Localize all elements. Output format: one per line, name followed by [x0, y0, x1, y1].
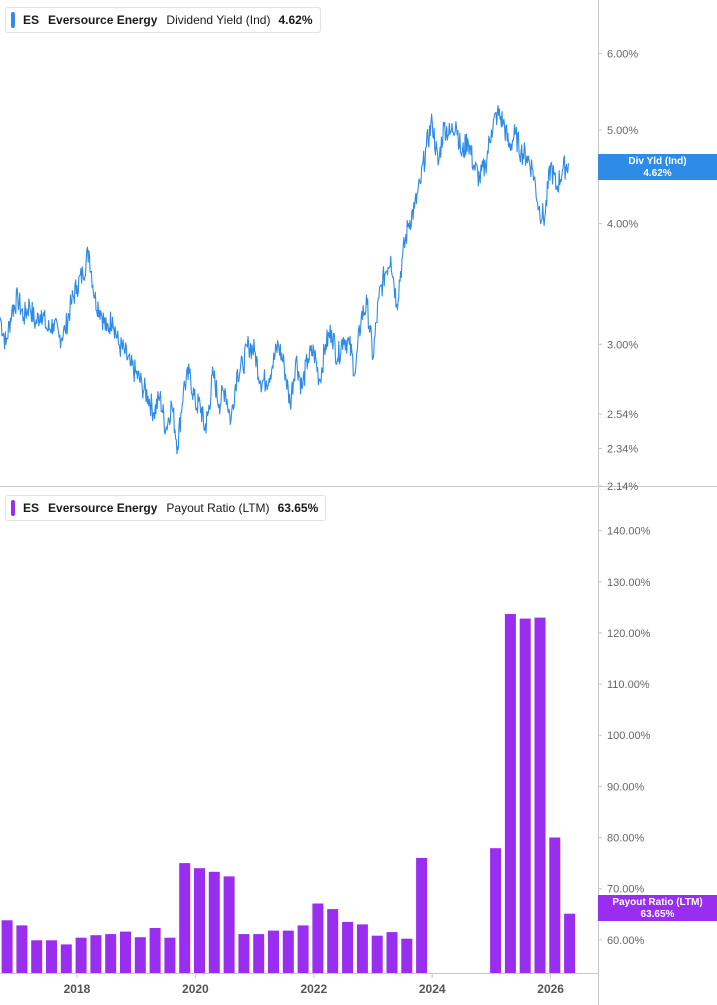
x-tick-label: 2022: [300, 982, 327, 996]
payout-ratio-bar: [208, 871, 220, 973]
payout-ratio-bar: [564, 913, 576, 973]
payout-ratio-bar: [46, 940, 57, 973]
y-tick-label: 90.00%: [607, 781, 645, 793]
payout-ratio-bar: [356, 924, 368, 973]
payout-ratio-legend: ES Eversource Energy Payout Ratio (LTM) …: [5, 495, 327, 521]
payout-ratio-bar: [416, 857, 428, 973]
payout-ratio-bar: [31, 940, 43, 973]
payout-ratio-bar: [164, 937, 176, 973]
legend-metric: Dividend Yield (Ind): [166, 13, 271, 27]
y-tick-label: 3.00%: [607, 339, 638, 351]
payout-ratio-bar: [75, 937, 87, 973]
legend-value: 63.65%: [277, 501, 319, 515]
payout-ratio-bar: [386, 932, 398, 973]
payout-ratio-bar: [342, 921, 354, 973]
div-yield-current-tag: Div Yld (Ind) 4.62%: [598, 154, 717, 180]
div-yield-tag-label: Div Yld (Ind): [628, 156, 687, 167]
payout-ratio-bar: [149, 928, 161, 973]
dividend-yield-plot: [0, 105, 569, 455]
payout-ratio-legend-swatch: [11, 500, 15, 516]
payout-ratio-bar: [253, 934, 265, 973]
div-yield-tag-value: 4.62%: [643, 168, 672, 179]
payout-ratio-bar: [134, 937, 146, 973]
payout-ratio-current-tag: Payout Ratio (LTM) 63.65%: [598, 895, 717, 921]
legend-company: Eversource Energy: [48, 501, 158, 515]
payout-ratio-bar: [282, 930, 294, 973]
payout-ratio-bar: [105, 934, 117, 973]
y-tick-label: 120.00%: [607, 628, 651, 640]
payout-ratio-bar: [401, 938, 413, 973]
legend-ticker: ES: [23, 13, 40, 27]
payout-ratio-bar: [534, 617, 546, 973]
payout-ratio-bar: [297, 925, 309, 973]
legend-value: 4.62%: [278, 13, 313, 27]
payout-ratio-bar: [179, 863, 191, 973]
payout-ratio-bar: [371, 935, 383, 973]
y-tick-label: 70.00%: [607, 884, 645, 896]
y-tick-label: 6.00%: [607, 49, 638, 61]
payout-ratio-bar: [519, 618, 531, 973]
x-tick-label: 2026: [537, 982, 564, 996]
payout-ratio-bar: [60, 944, 72, 973]
x-tick-label: 2020: [182, 982, 209, 996]
y-tick-label: 140.00%: [607, 526, 651, 538]
payout-ratio-bar: [490, 848, 502, 973]
payout-ratio-bar: [312, 903, 324, 973]
payout-ratio-bar: [504, 614, 516, 973]
y-tick-label: 4.00%: [607, 219, 638, 231]
payout-ratio-bar: [327, 909, 339, 973]
payout-ratio-plot: [1, 614, 576, 973]
x-tick-label: 2018: [64, 982, 91, 996]
payout-ratio-bar: [549, 837, 561, 973]
y-tick-label: 2.34%: [607, 444, 638, 456]
y-tick-label: 100.00%: [607, 730, 651, 742]
payout-ratio-bar: [223, 876, 235, 973]
y-tick-label: 2.54%: [607, 409, 638, 421]
legend-ticker: ES: [23, 501, 40, 515]
y-tick-label: 2.14%: [607, 481, 638, 493]
payout-ratio-bar: [120, 931, 131, 973]
payout-ratio-bar: [238, 934, 250, 973]
payout-ratio-bar: [1, 920, 13, 973]
payout-ratio-tag-value: 63.65%: [640, 909, 675, 920]
payout-ratio-bar: [268, 930, 279, 973]
y-tick-label: 110.00%: [607, 679, 650, 691]
legend-company: Eversource Energy: [48, 13, 158, 27]
dividend-yield-legend: ES Eversource Energy Dividend Yield (Ind…: [5, 7, 321, 33]
dividend-yield-legend-swatch: [11, 12, 15, 28]
legend-metric: Payout Ratio (LTM): [166, 501, 270, 515]
y-tick-label: 130.00%: [607, 577, 651, 589]
payout-ratio-tag-label: Payout Ratio (LTM): [612, 897, 703, 908]
dividend-yield-line: [0, 105, 569, 455]
x-tick-label: 2024: [419, 982, 446, 996]
y-tick-label: 80.00%: [607, 832, 645, 844]
payout-ratio-bar: [16, 925, 28, 973]
y-tick-label: 60.00%: [607, 935, 645, 947]
y-tick-label: 5.00%: [607, 125, 638, 137]
payout-ratio-bar: [90, 935, 102, 973]
payout-ratio-bar: [194, 868, 205, 973]
